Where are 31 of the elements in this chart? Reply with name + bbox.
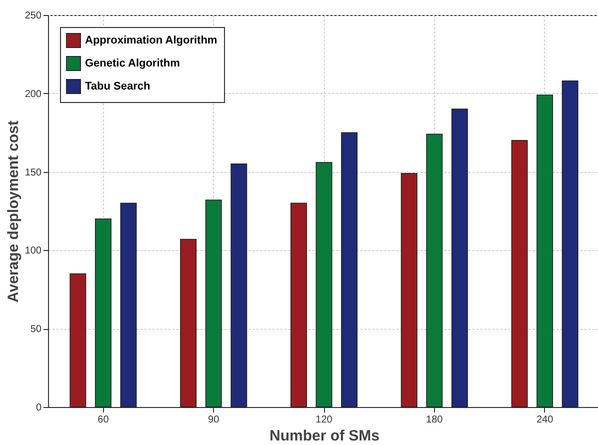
x-tick-label: 60 [98,414,110,426]
bar [536,94,554,408]
bar [426,134,443,408]
x-tick-label: 180 [426,414,444,426]
y-tick-label: 100 [24,246,42,257]
bar [180,238,197,408]
bar [562,80,578,408]
legend-label: Tabu Search [85,80,150,92]
bar [94,218,112,408]
bar [451,108,468,408]
x-tick-label: 90 [208,414,220,426]
bar [120,202,137,408]
y-axis-title: Average deployment cost [4,120,22,302]
bar [290,202,307,408]
bar [230,164,248,408]
x-axis-title: Number of SMs [269,428,380,444]
y-tick-label: 50 [30,324,42,336]
y-tick-label: 150 [24,167,42,178]
bar [316,162,332,408]
x-tick-label: 240 [536,414,554,426]
y-tick-label: 250 [24,10,42,22]
bar [70,273,86,408]
y-tick-label: 200 [24,88,42,100]
legend-label: Approximation Algorithm [85,34,218,46]
x-tick-label: 120 [316,414,333,426]
bar [511,140,528,408]
legend-label: Genetic Algorithm [85,58,180,70]
bar [341,132,358,408]
y-tick-label: 0 [36,402,42,414]
bar [400,172,418,408]
bar [205,200,222,408]
